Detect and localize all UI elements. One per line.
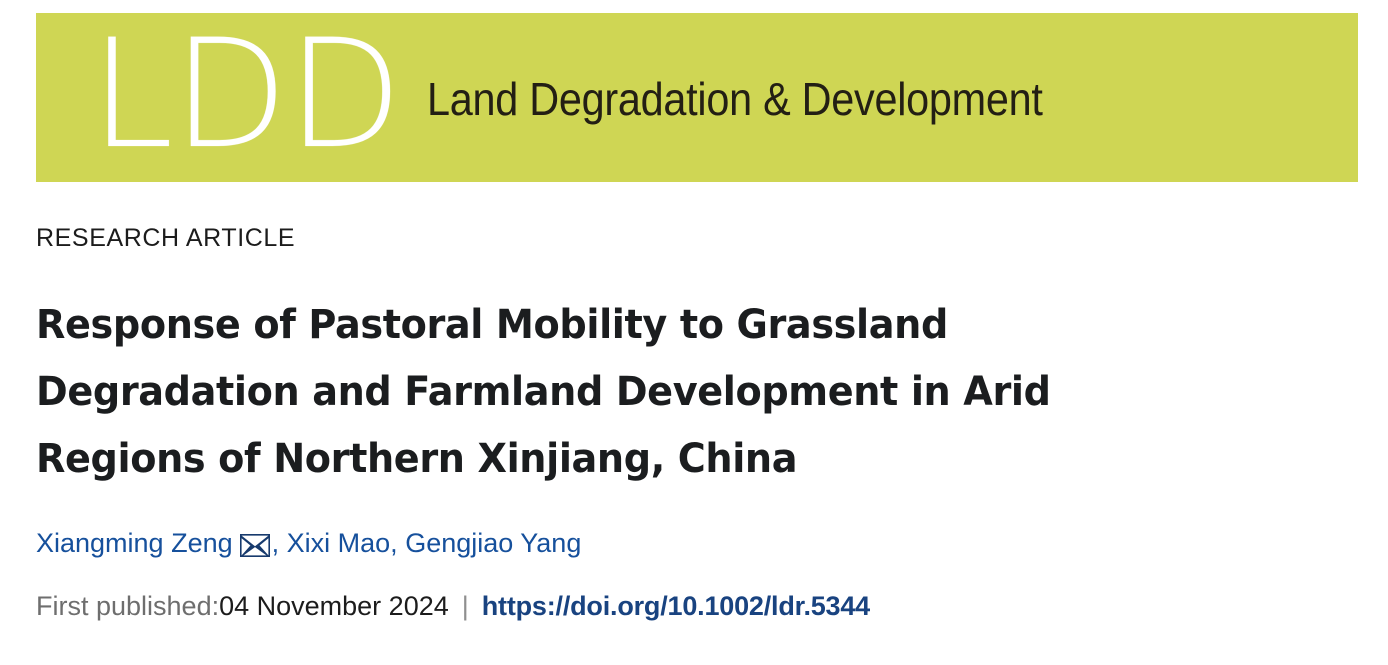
article-title-line-3: Regions of Northern Xinjiang, China [36, 436, 798, 482]
journal-logo-ldd: LDD [90, 13, 403, 182]
doi-link[interactable]: https://doi.org/10.1002/ldr.5344 [481, 590, 871, 621]
author-link-1[interactable]: Xiangming Zeng [36, 528, 233, 558]
author-link-2[interactable]: Xixi Mao [286, 528, 391, 558]
article-header: RESEARCH ARTICLE Response of Pastoral Mo… [36, 182, 1358, 621]
author-link-3[interactable]: Gengjiao Yang [405, 528, 582, 558]
author-separator-2: , [390, 528, 406, 558]
author-list: Xiangming Zeng , Xixi Mao , Gengjiao Yan… [36, 528, 1358, 559]
author-separator-1: , [271, 528, 287, 558]
publication-info: First published: 04 November 2024 | http… [36, 590, 1358, 622]
article-type-label: RESEARCH ARTICLE [36, 224, 296, 252]
journal-banner: LDD Land Degradation & Development [36, 13, 1358, 182]
first-published-label: First published: [36, 590, 220, 621]
article-title-line-2: Degradation and Farmland Development in … [36, 369, 1051, 415]
meta-divider: | [461, 590, 469, 621]
article-title-line-1: Response of Pastoral Mobility to Grassla… [36, 302, 948, 348]
envelope-icon[interactable] [239, 534, 270, 558]
journal-name: Land Degradation & Development [426, 72, 1043, 125]
first-published-date: 04 November 2024 [219, 590, 449, 621]
page-title: Response of Pastoral Mobility to Grassla… [36, 292, 1163, 493]
